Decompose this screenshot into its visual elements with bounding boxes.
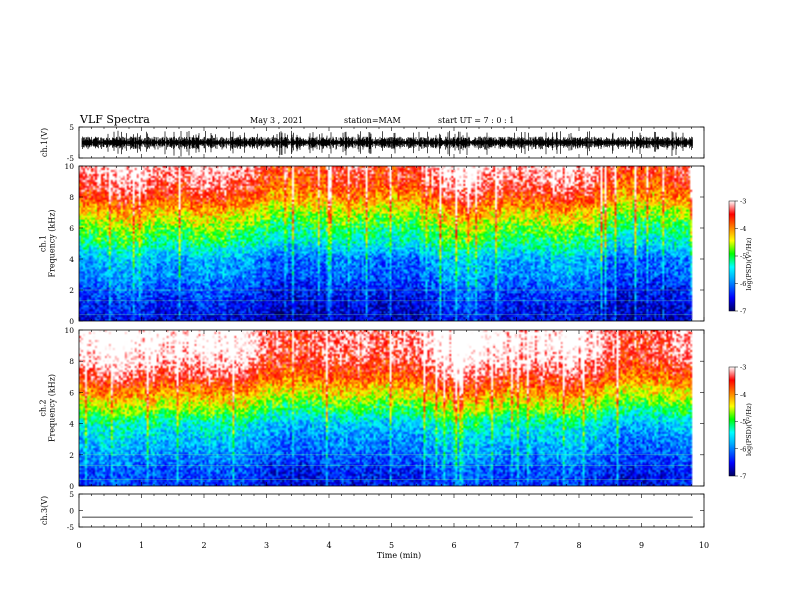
panel-frame — [78, 493, 705, 528]
x-tick-label: 8 — [576, 541, 581, 550]
x-tick-label: 10 — [699, 541, 709, 550]
spectrogram-image — [79, 166, 704, 321]
y-tick-label: 6 — [69, 224, 74, 233]
y-axis-label: ch.1(V) — [40, 128, 49, 157]
colorbar-tick-label: -7 — [740, 473, 746, 481]
ch1-waveform-trace — [81, 130, 693, 157]
ch1-colorbar: -3 -4 -5 -6 -7 log(PSD)(V²/Hz) — [728, 198, 753, 316]
y-tick-label: 0 — [69, 482, 74, 491]
y-axis-label: ch.2Frequency (kHz) — [39, 374, 57, 442]
y-tick-label: 5 — [69, 490, 74, 499]
colorbar-tick-label: -7 — [740, 308, 746, 316]
ch3-waveform-panel: 5 0 -5 ch.3(V) — [40, 490, 705, 532]
y-tick-label: 4 — [69, 255, 74, 264]
colorbar-tick-label: -6 — [740, 445, 746, 453]
x-tick-label: 2 — [201, 541, 206, 550]
y-tick-label: 2 — [69, 451, 74, 460]
y-tick-label: 5 — [69, 123, 74, 132]
x-tick-label: 4 — [326, 541, 331, 550]
y-tick-label: -5 — [67, 523, 75, 532]
figure-title: VLF Spectra — [79, 113, 150, 126]
y-tick-label: 8 — [69, 193, 74, 202]
colorbar-label: log(PSD)(V²/Hz) — [745, 237, 753, 290]
ch1-waveform-panel: 5 -5 ch.1(V) — [40, 123, 705, 163]
y-tick-label: 4 — [69, 420, 74, 429]
y-tick-label: -5 — [67, 154, 75, 163]
time-axis-label: Time (min) — [377, 551, 421, 560]
x-tick-label: 5 — [389, 541, 394, 550]
y-tick-label: 6 — [69, 388, 74, 397]
date-label: May 3 , 2021 — [250, 116, 303, 125]
x-tick-label: 7 — [514, 541, 519, 550]
x-tick-label: 0 — [76, 541, 81, 550]
y-tick-label: 2 — [69, 286, 74, 295]
colorbar-tick-label: -3 — [740, 364, 746, 372]
time-axis: 0 1 2 3 4 5 6 7 8 9 10 — [76, 541, 709, 550]
colorbar-tick-label: -6 — [740, 280, 746, 288]
y-tick-label: 10 — [64, 162, 74, 171]
colorbar-tick-label: -5 — [740, 418, 746, 426]
y-tick-label: 8 — [69, 357, 74, 366]
x-tick-label: 1 — [139, 541, 144, 550]
colorbar-label: log(PSD)(V²/Hz) — [745, 403, 753, 456]
y-tick-label: 0 — [69, 507, 74, 516]
colorbar-tick-label: -4 — [740, 225, 746, 233]
ch2-spectrogram-panel: 0 2 4 6 8 10 ch.2Frequency (kHz) — [39, 326, 705, 491]
y-tick-label: 0 — [69, 317, 74, 326]
spectrogram-image — [79, 330, 704, 486]
ch1-spectrogram-panel: 0 2 4 6 8 10 ch.1Frequency (kHz) — [39, 162, 705, 326]
y-axis-label: ch.3(V) — [40, 496, 49, 525]
x-tick-label: 9 — [639, 541, 644, 550]
y-tick-label: 10 — [64, 326, 74, 335]
ch2-colorbar: -3 -4 -5 -6 -7 log(PSD)(V²/Hz) — [728, 364, 753, 481]
colorbar-gradient — [728, 200, 736, 312]
colorbar-tick-label: -5 — [740, 253, 746, 261]
colorbar-gradient — [728, 366, 736, 477]
x-tick-label: 6 — [451, 541, 456, 550]
x-tick-label: 3 — [264, 541, 269, 550]
y-axis-label: ch.1Frequency (kHz) — [39, 209, 57, 277]
station-label: station=MAM — [344, 116, 401, 125]
colorbar-tick-label: -4 — [740, 391, 746, 399]
colorbar-tick-label: -3 — [740, 198, 746, 206]
start-time-label: start UT = 7 : 0 : 1 — [438, 116, 514, 125]
